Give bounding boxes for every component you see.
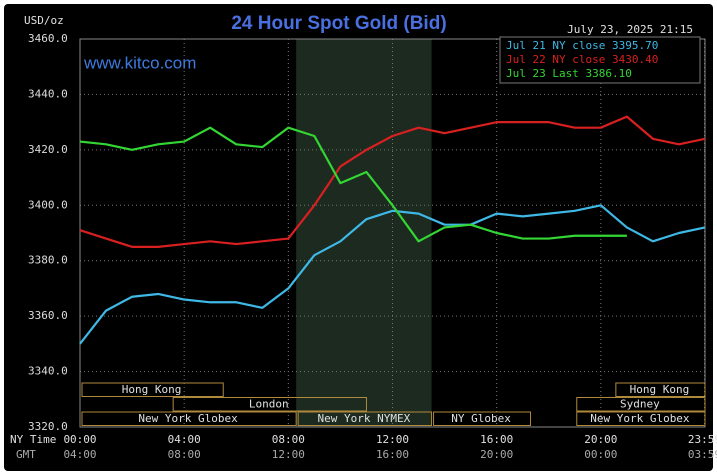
legend-entry: Jul 23 Last 3386.10: [506, 67, 632, 80]
y-tick-label: 3360.0: [28, 309, 68, 322]
x-tick-label: 20:00: [584, 433, 617, 446]
session-label: New York NYMEX: [317, 412, 410, 425]
x-tick-label: 08:00: [272, 433, 305, 446]
y-tick-label: 3400.0: [28, 198, 68, 211]
session-label: Hong Kong: [630, 383, 690, 396]
session-label: London: [249, 398, 289, 411]
legend-box: [499, 36, 701, 84]
x-tick-label: 23:59: [688, 433, 717, 446]
y-tick-label: 3340.0: [28, 365, 68, 378]
x2-tick-label: 12:00: [272, 448, 305, 461]
x2-tick-label: 03:59: [688, 448, 717, 461]
x-axis-label: NY Time: [10, 433, 56, 446]
x2-tick-label: 20:00: [480, 448, 513, 461]
y-tick-label: 3440.0: [28, 87, 68, 100]
session-label: New York Globex: [138, 412, 238, 425]
series-line: [79, 204, 706, 345]
series-line: [79, 126, 627, 243]
session-box: [81, 411, 297, 426]
x2-axis-label: GMT: [16, 448, 36, 461]
session-box: [576, 411, 706, 426]
session-label: Hong Kong: [122, 383, 182, 396]
session-box: [576, 397, 706, 412]
x2-tick-label: 04:00: [63, 448, 96, 461]
x2-tick-label: 16:00: [376, 448, 409, 461]
session-box: [297, 411, 433, 426]
chart-title: 24 Hour Spot Gold (Bid): [231, 13, 446, 34]
y-tick-label: 3380.0: [28, 254, 68, 267]
session-box: [81, 382, 224, 397]
series-line: [79, 115, 706, 248]
session-box: [433, 411, 532, 426]
y-tick-label: 3420.0: [28, 143, 68, 156]
watermark: www.kitco.com: [83, 53, 196, 72]
y-axis-label: USD/oz: [24, 14, 64, 27]
x-tick-label: 12:00: [376, 433, 409, 446]
x-tick-label: 04:00: [168, 433, 201, 446]
x2-tick-label: 00:00: [584, 448, 617, 461]
legend-entry: Jul 21 NY close 3395.70: [506, 39, 658, 52]
y-tick-label: 3460.0: [28, 32, 68, 45]
session-label: Sydney: [620, 398, 660, 411]
x-tick-label: 00:00: [63, 433, 96, 446]
x2-tick-label: 08:00: [168, 448, 201, 461]
legend-entry: Jul 22 NY close 3430.40: [506, 53, 658, 66]
shaded-region: [296, 39, 432, 427]
session-box: [172, 397, 367, 412]
timestamp: July 23, 2025 21:15: [567, 23, 693, 36]
plot-frame: [79, 38, 706, 428]
x-tick-label: 16:00: [480, 433, 513, 446]
y-tick-label: 3320.0: [28, 420, 68, 433]
session-label: New York Globex: [590, 412, 690, 425]
session-label: NY Globex: [451, 412, 511, 425]
session-box: [615, 382, 706, 397]
